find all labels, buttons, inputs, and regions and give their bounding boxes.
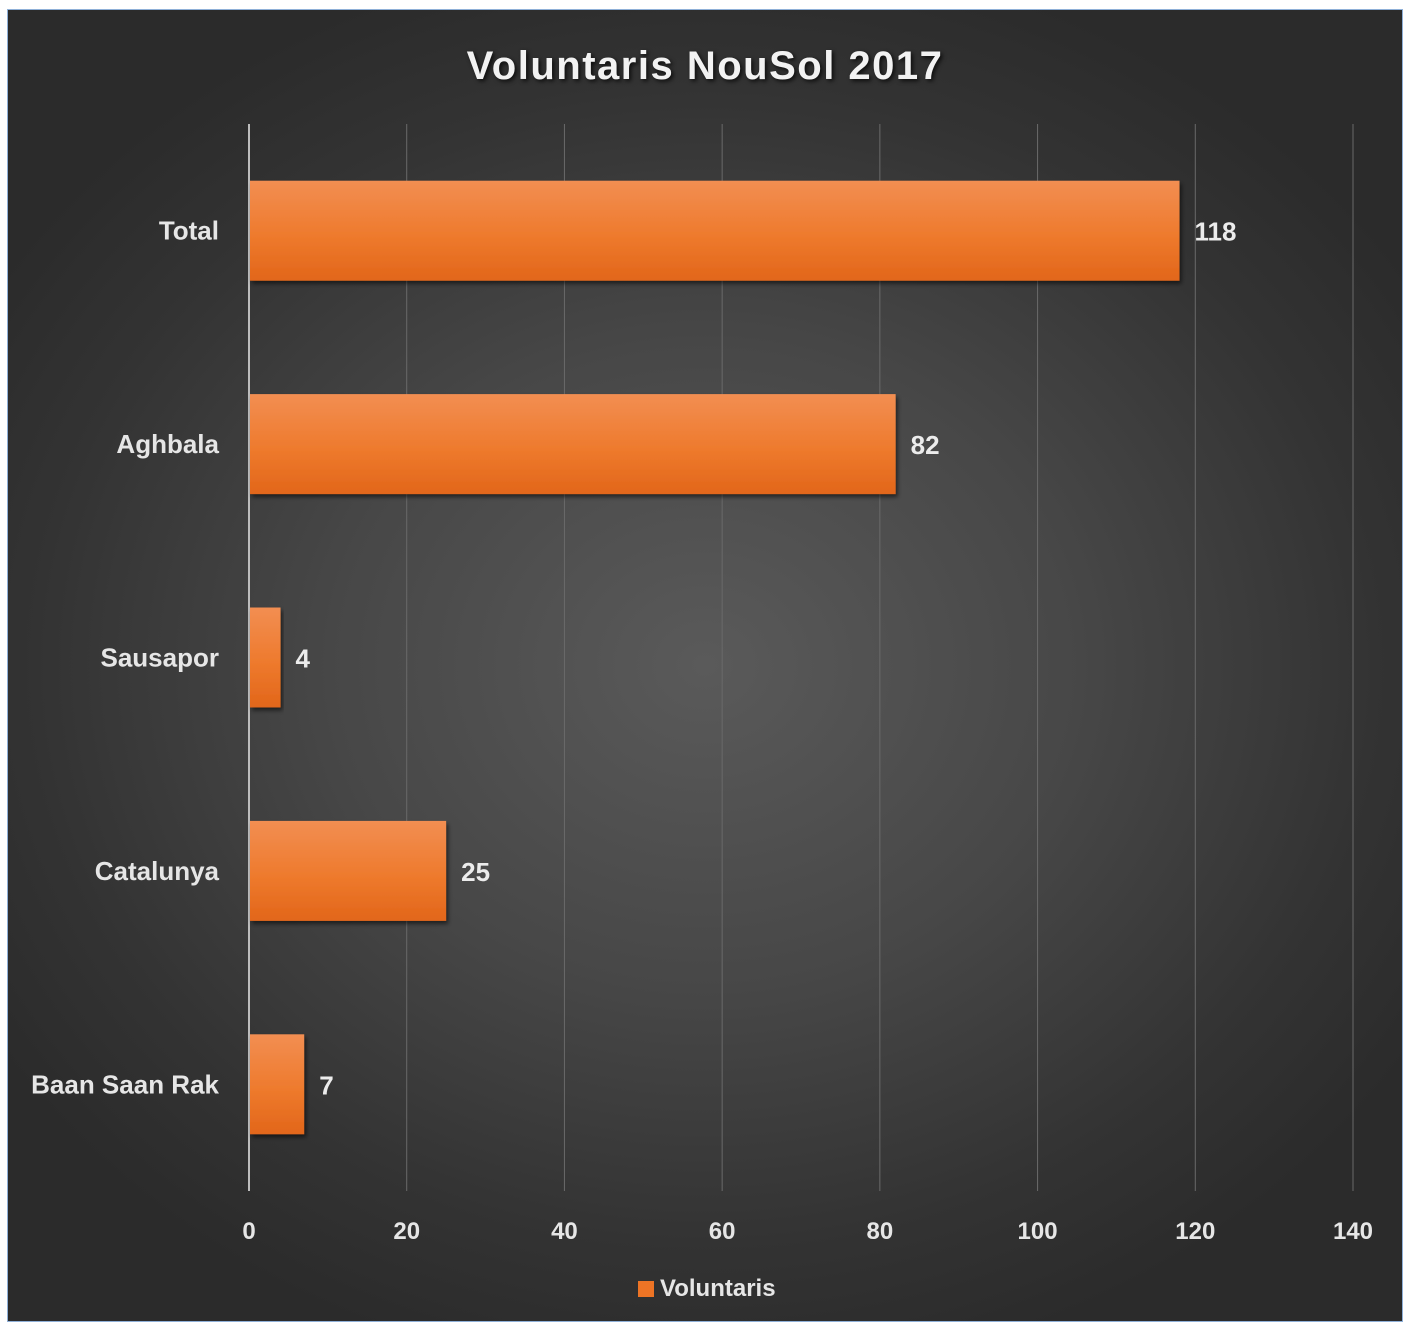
x-tick-label-100: 100 [1018,1218,1058,1245]
data-label-sausapor: 4 [296,644,311,674]
gridlines [406,124,1354,1191]
x-tick-label-140: 140 [1333,1218,1373,1245]
bars [250,180,1180,1135]
x-tick-label-120: 120 [1175,1218,1215,1245]
category-label-catalunya: Catalunya [95,856,220,886]
data-label-baan-saan-rak: 7 [319,1070,333,1100]
category-label-baan-saan-rak: Baan Saan Rak [31,1069,219,1099]
bar-catalunya [250,820,447,921]
x-tick-label-60: 60 [709,1218,736,1245]
category-label-total: Total [159,216,219,246]
chart-title: Voluntaris NouSol 2017 [466,44,944,88]
bar-aghbala [250,394,896,495]
bar-total [250,180,1180,281]
legend-swatch [638,1281,654,1297]
chart-frame: Voluntaris NouSol 2017 0 20 40 60 80 100 120 14… [7,9,1403,1322]
category-label-sausapor: Sausapor [101,643,220,673]
x-tick-label-0: 0 [242,1218,255,1245]
labels: 0 20 40 60 80 100 120 140 Total 118 Aghbala 82 Sausa… [31,216,1373,1245]
category-label-aghbala: Aghbala [116,429,219,459]
bar-baan-saan-rak [250,1034,305,1135]
data-label-aghbala: 82 [911,430,940,460]
x-tick-label-80: 80 [867,1218,894,1245]
x-tick-label-20: 20 [393,1218,420,1245]
x-tick-label-40: 40 [551,1218,578,1245]
legend: Voluntaris [638,1275,776,1303]
data-label-catalunya: 25 [461,857,490,887]
bar-sausapor [250,607,281,708]
bar-chart-plot: 0 20 40 60 80 100 120 140 Total 118 Aghbala 82 Sausa… [31,124,1373,1245]
legend-label: Voluntaris [660,1275,776,1302]
data-label-total: 118 [1195,217,1237,247]
